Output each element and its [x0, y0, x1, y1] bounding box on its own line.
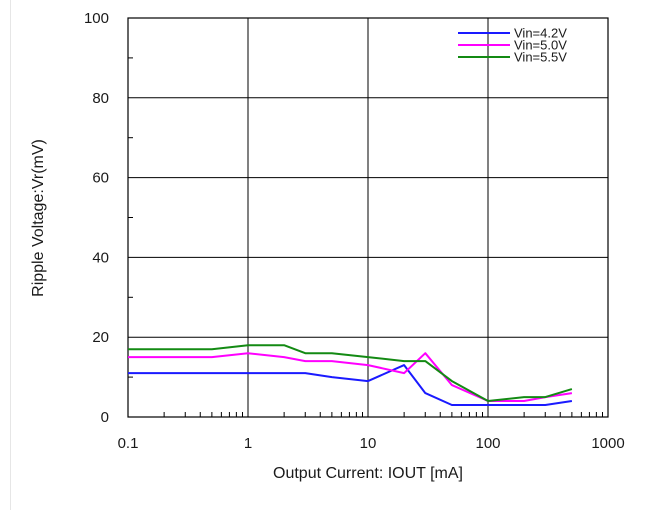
grid-lines — [128, 18, 608, 417]
y-tick-label: 100 — [84, 10, 109, 27]
x-axis-title: Output Current: IOUT [mA] — [273, 465, 463, 482]
y-tick-labels: 0 20 40 60 80 100 — [84, 10, 109, 426]
y-tick-label: 60 — [92, 170, 109, 187]
x-tick-label: 1 — [244, 435, 252, 452]
series-line-vin-5-0v — [128, 352, 573, 402]
series-line-vin-5-5v — [128, 344, 573, 402]
series-lines — [128, 344, 573, 406]
y-axis-title: Ripple Voltage:Vr(mV) — [30, 139, 47, 297]
x-tick-label: 0.1 — [118, 435, 139, 452]
y-tick-label: 40 — [92, 249, 109, 266]
y-tick-label: 20 — [92, 329, 109, 346]
series-line-vin-4-2v — [128, 364, 573, 406]
y-tick-label: 0 — [101, 409, 109, 426]
legend-label: Vin=5.0V — [514, 38, 567, 53]
legend-label: Vin=5.5V — [514, 50, 567, 65]
plot-frame — [127, 17, 609, 418]
left-edge-rule — [10, 0, 11, 510]
y-tick-label: 80 — [92, 90, 109, 107]
minor-ticks — [128, 57, 604, 417]
x-tick-labels: 0.1 1 10 100 1000 — [118, 435, 625, 452]
x-tick-label: 1000 — [591, 435, 624, 452]
x-tick-label: 10 — [360, 435, 377, 452]
x-tick-label: 100 — [475, 435, 500, 452]
legend-label: Vin=4.2V — [514, 26, 567, 41]
